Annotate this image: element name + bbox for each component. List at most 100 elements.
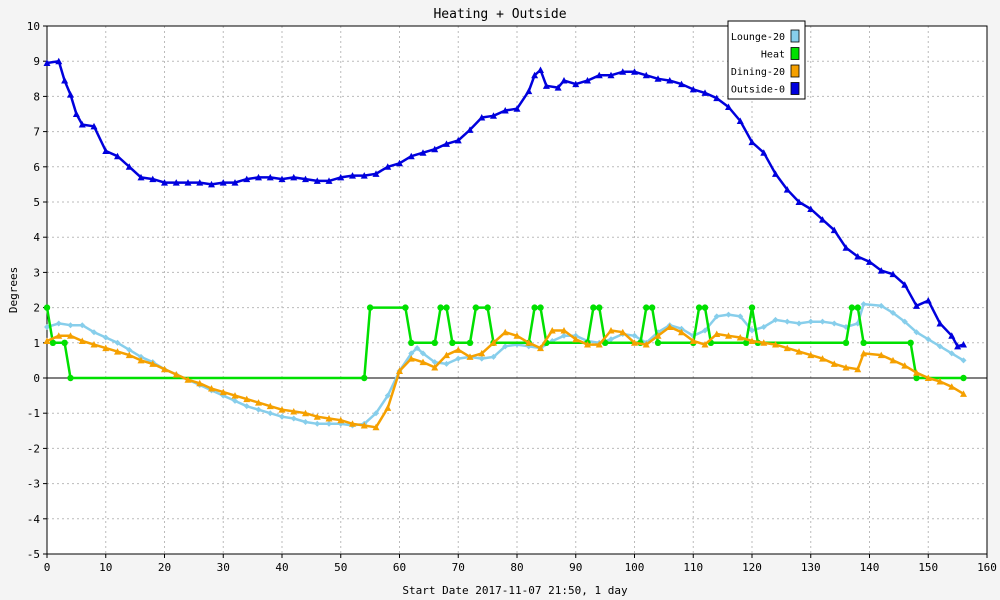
data-point (72, 110, 80, 117)
data-point (325, 414, 333, 422)
legend-swatch (790, 47, 800, 60)
data-point (748, 304, 756, 311)
data-point (749, 327, 755, 334)
data-point (531, 71, 539, 79)
data-point (278, 175, 286, 183)
data-point (590, 304, 597, 311)
data-point (901, 318, 908, 325)
data-point (408, 350, 415, 357)
data-point (161, 179, 168, 186)
data-point (948, 332, 956, 339)
y-tick-label: 5 (33, 196, 40, 209)
data-point (913, 369, 920, 376)
data-point (760, 339, 768, 346)
data-point (67, 322, 74, 329)
data-point (61, 339, 68, 346)
data-point (79, 322, 86, 329)
data-point (372, 423, 380, 431)
data-point (572, 335, 580, 343)
data-point (537, 66, 544, 73)
data-point (901, 362, 909, 369)
data-point (407, 152, 415, 160)
data-point (537, 304, 544, 311)
data-point (408, 339, 415, 346)
y-tick-label: -1 (27, 407, 40, 420)
y-tick-label: -5 (27, 548, 40, 561)
data-point (695, 304, 703, 311)
legend: Lounge-20 Heat Dining-20 Outside-0 (727, 20, 806, 100)
data-point (607, 326, 615, 334)
data-point (466, 353, 474, 360)
legend-swatch (790, 29, 800, 43)
data-point (437, 304, 444, 311)
data-point (848, 304, 856, 311)
data-point (90, 122, 98, 130)
data-point (854, 253, 862, 260)
data-point (366, 304, 374, 311)
data-point (854, 365, 862, 373)
data-point (290, 415, 297, 422)
data-point (619, 68, 627, 75)
data-point (372, 170, 380, 177)
data-point (373, 410, 379, 417)
data-point (913, 302, 920, 309)
series-1 (43, 304, 967, 382)
data-point (702, 327, 708, 334)
data-point (102, 344, 110, 352)
data-point (619, 328, 627, 336)
data-point (783, 186, 791, 193)
data-point (513, 332, 521, 339)
data-point (748, 138, 756, 146)
data-point (326, 420, 332, 427)
x-tick-label: 120 (742, 561, 762, 574)
data-point (960, 390, 967, 397)
data-point (831, 320, 838, 327)
data-point (78, 337, 86, 345)
data-point (419, 358, 427, 366)
data-point (795, 348, 803, 355)
data-point (55, 332, 63, 339)
data-point (713, 94, 721, 102)
data-point (890, 309, 896, 316)
data-point (819, 216, 826, 223)
series-layer (43, 57, 967, 431)
x-tick-label: 60 (393, 561, 406, 574)
data-point (502, 343, 509, 350)
data-point (607, 71, 615, 79)
data-point (960, 357, 967, 364)
data-point (725, 332, 732, 339)
data-point (443, 360, 450, 367)
data-point (913, 329, 920, 336)
data-point (55, 57, 63, 65)
x-axis-ticks: 0 10 20 30 40 50 60 70 80 90 100 110 120 130 140 150 160 (44, 554, 997, 574)
series-line (45, 306, 964, 380)
y-tick-label: 4 (33, 231, 40, 244)
data-point (913, 374, 920, 382)
data-point (560, 326, 568, 334)
data-point (501, 328, 509, 336)
data-point (560, 77, 568, 84)
data-point (666, 77, 674, 84)
data-point (91, 329, 97, 336)
y-tick-label: 9 (33, 55, 40, 68)
data-point (654, 339, 662, 346)
data-point (102, 147, 110, 154)
data-point (302, 175, 309, 183)
data-point (266, 402, 274, 410)
data-point (443, 304, 450, 311)
data-point (860, 301, 867, 308)
data-point (830, 226, 838, 234)
data-point (431, 339, 438, 346)
data-point (126, 346, 133, 353)
x-tick-label: 140 (860, 561, 880, 574)
data-point (384, 404, 392, 411)
data-point (267, 410, 274, 417)
data-point (725, 311, 732, 318)
data-point (419, 149, 427, 156)
data-point (642, 341, 650, 348)
series-2 (43, 323, 967, 431)
data-point (67, 91, 74, 98)
data-point (478, 114, 486, 121)
data-point (137, 356, 145, 364)
data-point (114, 152, 121, 160)
